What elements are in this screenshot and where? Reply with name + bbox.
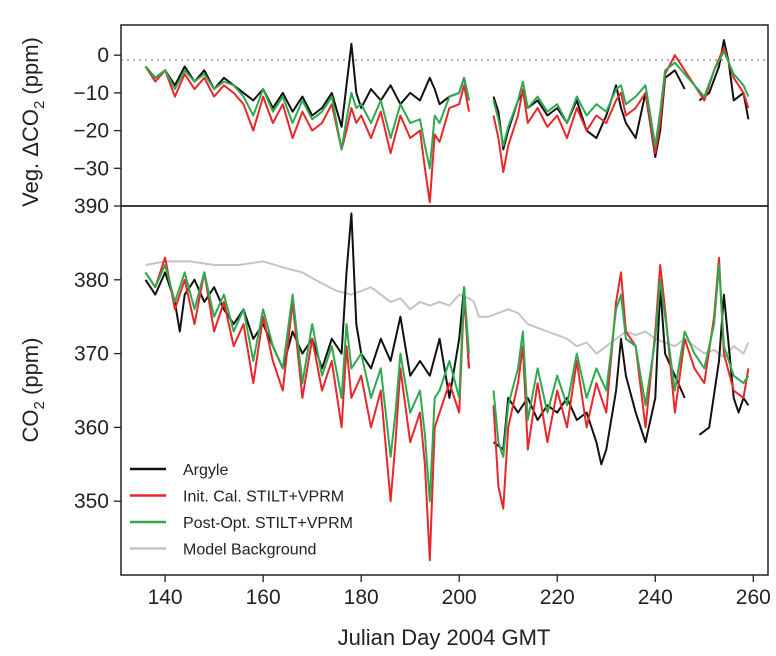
legend-label-post: Post-Opt. STILT+VPRM — [183, 515, 353, 532]
bottom-init-line-0 — [144, 256, 470, 562]
top-y-tick-label: 0 — [97, 44, 109, 67]
top-y-tick-label: −10 — [73, 82, 109, 105]
x-axis-title: Julian Day 2004 GMT — [338, 625, 551, 650]
bottom-panel: 390 380 370 360 350 140 160 180 200 220 240 260 CO… — [18, 195, 771, 650]
x-tick-label: 160 — [246, 586, 281, 609]
top-argyle-line-2 — [698, 39, 750, 120]
top-init-line-0 — [144, 65, 470, 204]
top-y-axis: 0 −10 −20 −30 — [73, 44, 121, 180]
x-tick-label: 240 — [638, 586, 673, 609]
bottom-y-tick-label: 380 — [74, 269, 109, 292]
bottom-y-tick-label: 360 — [74, 416, 109, 439]
bottom-y-tick-label: 350 — [74, 490, 109, 513]
x-tick-label: 220 — [540, 586, 575, 609]
bottom-y-tick-label: 390 — [74, 195, 109, 218]
top-series-group — [144, 39, 750, 204]
top-y-axis-title: Veg. ΔCO2 (ppm) — [18, 37, 48, 207]
bottom-argyle-line-2 — [698, 293, 750, 436]
top-plot-frame — [120, 24, 769, 207]
top-y-tick-label: −20 — [73, 120, 109, 143]
bottom-y-axis: 390 380 370 360 350 — [74, 195, 121, 513]
x-tick-label: 200 — [442, 586, 477, 609]
legend: Argyle Init. Cal. STILT+VPRM Post-Opt. STI… — [130, 462, 353, 559]
top-post-line-0 — [144, 65, 470, 170]
bottom-post-line-1 — [492, 264, 750, 458]
x-tick-label: 180 — [344, 586, 379, 609]
legend-label-argyle: Argyle — [183, 462, 228, 479]
top-panel: 0 −10 −20 −30 Veg. ΔCO2 (ppm) — [18, 24, 769, 207]
top-init-line-1 — [492, 46, 750, 174]
bottom-y-axis-title: CO2 (ppm) — [18, 338, 48, 443]
x-tick-label: 260 — [736, 586, 771, 609]
top-post-line-1 — [492, 50, 750, 147]
legend-label-bg: Model Background — [183, 542, 316, 559]
legend-label-init: Init. Cal. STILT+VPRM — [183, 489, 344, 506]
x-axis: 140 160 180 200 220 240 260 — [148, 575, 771, 609]
bottom-series-group — [144, 212, 750, 562]
bottom-post-line-0 — [144, 264, 470, 503]
top-y-tick-label: −30 — [73, 157, 109, 180]
bottom-y-tick-label: 370 — [74, 343, 109, 366]
x-tick-label: 140 — [148, 586, 183, 609]
bottom-plot-frame — [120, 205, 769, 576]
top-argyle-line-0 — [144, 42, 470, 128]
